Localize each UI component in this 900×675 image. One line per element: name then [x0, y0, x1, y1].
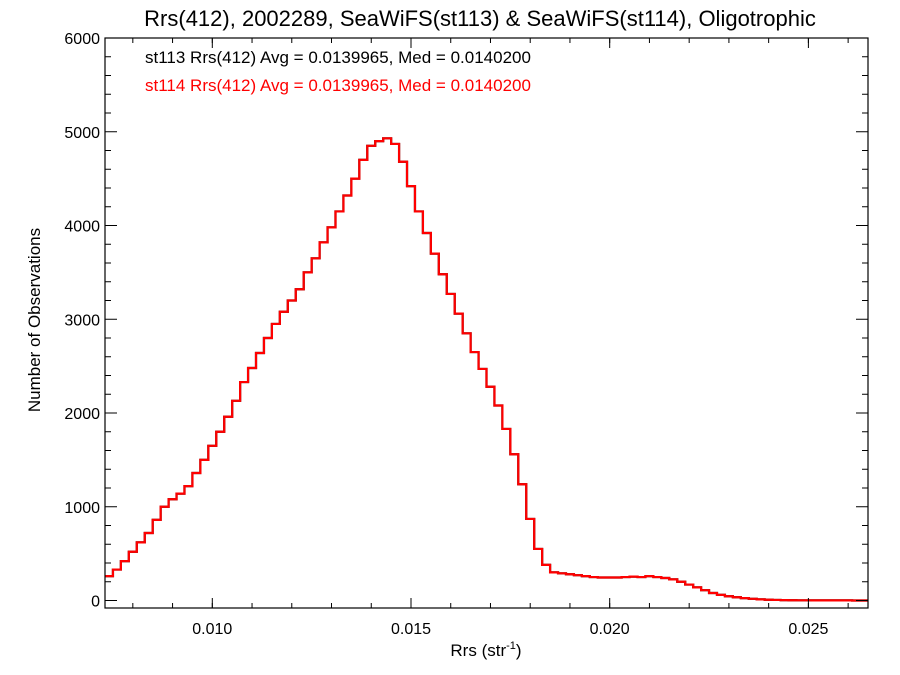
y-tick-label: 5000	[64, 125, 100, 142]
x-axis-label: Rrs (str-1)	[450, 640, 521, 660]
plot-frame	[104, 37, 869, 609]
x-tick-label: 0.015	[391, 621, 431, 638]
y-tick-label: 6000	[64, 31, 100, 48]
y-tick-label: 2000	[64, 406, 100, 423]
y-tick-label: 1000	[64, 500, 100, 517]
y-axis-label: Number of Observations	[25, 228, 44, 412]
y-tick-label: 3000	[64, 312, 100, 329]
ticks-layer: 0.010 0.015 0.020 0.025 0 1000 2000 3000 4000 500…	[64, 31, 868, 638]
x-tick-label: 0.025	[788, 621, 828, 638]
x-axis-label-superscript: -1	[506, 640, 516, 652]
y-tick-label: 0	[91, 594, 100, 611]
x-axis-label-text: Rrs (str	[450, 641, 506, 660]
x-axis-label-end: )	[516, 641, 522, 660]
y-tick-label: 4000	[64, 219, 100, 236]
x-tick-label: 0.010	[192, 621, 232, 638]
x-tick-label: 0.020	[590, 621, 630, 638]
series-layer	[105, 137, 868, 602]
annotation-st114: st114 Rrs(412) Avg = 0.0139965, Med = 0.…	[145, 76, 531, 95]
annotation-st113: st113 Rrs(412) Avg = 0.0139965, Med = 0.…	[145, 48, 531, 67]
chart-title: Rrs(412), 2002289, SeaWiFS(st113) & SeaW…	[144, 6, 816, 31]
series-line-1	[105, 137, 868, 602]
